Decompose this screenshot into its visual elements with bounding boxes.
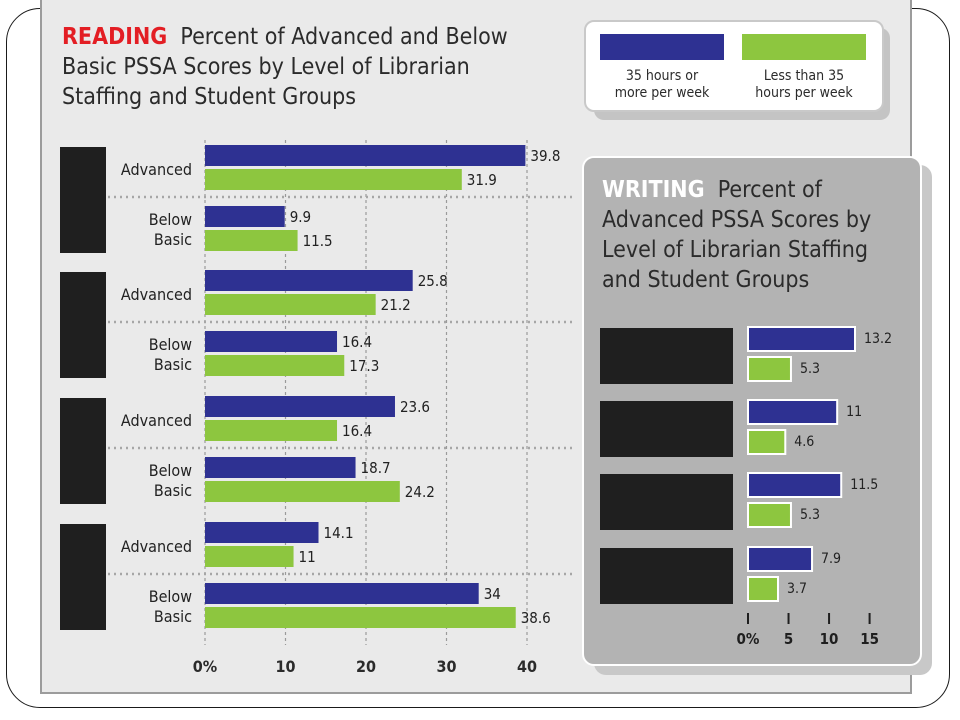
reading-category-label: Advanced	[121, 537, 192, 556]
reading-bar-iep-advanced-lt35	[205, 546, 294, 567]
writing-bar-value-label: 7.9	[821, 551, 841, 567]
reading-category-label: Basic	[154, 481, 192, 500]
reading-bar-value-label: 39.8	[530, 147, 560, 165]
reading-bar-black-advanced-lt35	[205, 420, 338, 441]
legend-swatch-35-plus	[600, 34, 724, 60]
reading-bar-all-advanced-35plus	[205, 145, 526, 166]
legend-label-35-plus: 35 hours or more per week	[614, 68, 710, 101]
reading-group-block-all	[60, 147, 106, 253]
writing-bar-poor-lt35	[747, 429, 787, 455]
reading-category-label: Advanced	[121, 411, 192, 430]
reading-bar-value-label: 34	[484, 585, 501, 603]
reading-category-label: Below	[149, 335, 193, 354]
reading-bar-all-advanced-lt35	[205, 169, 462, 190]
reading-bar-value-label: 9.9	[290, 208, 311, 226]
writing-bar-black-lt35	[747, 502, 792, 528]
reading-title-line-3: Staffing and Student Groups	[62, 84, 357, 110]
writing-bar-iep-35plus	[747, 546, 814, 572]
reading-bar-iep-advanced-35plus	[205, 522, 319, 543]
writing-group-block-poor	[600, 401, 733, 457]
reading-category-label: Below	[149, 461, 193, 480]
writing-group-block-all	[600, 328, 733, 384]
reading-x-tick-label: 30	[436, 657, 456, 676]
reading-bar-value-label: 16.4	[342, 333, 372, 351]
reading-bar-value-label: 17.3	[349, 357, 379, 375]
writing-chart-title: WRITING Percent of Advanced PSSA Scores …	[602, 175, 902, 295]
reading-bar-all-below-basic-lt35	[205, 230, 298, 251]
reading-x-tick-label: 10	[275, 657, 295, 676]
reading-bar-value-label: 31.9	[467, 171, 497, 189]
writing-bar-value-label: 11.5	[850, 477, 878, 493]
writing-bar-value-label: 13.2	[864, 331, 892, 347]
reading-bar-value-label: 25.8	[418, 272, 448, 290]
reading-bar-poor-below-basic-35plus	[205, 331, 338, 352]
reading-bar-value-label: 38.6	[521, 609, 551, 627]
writing-bar-iep-lt35	[747, 576, 779, 602]
reading-category-label: Below	[149, 210, 193, 229]
reading-chart-title: READING Percent of Advanced and Below Ba…	[62, 22, 572, 112]
reading-category-label: Below	[149, 587, 193, 606]
reading-group-block-iep	[60, 524, 106, 630]
reading-x-tick-label: 20	[356, 657, 376, 676]
reading-keyword: READING	[62, 24, 168, 50]
reading-category-label: Basic	[154, 355, 192, 374]
reading-title-line-1: Percent of Advanced and Below	[180, 24, 508, 50]
reading-title-line-2: Basic PSSA Scores by Level of Librarian	[62, 54, 470, 80]
reading-bar-value-label: 21.2	[381, 296, 411, 314]
writing-bar-value-label: 4.6	[794, 434, 814, 450]
legend-label-lt-35: Less than 35 hours per week	[755, 68, 853, 101]
reading-bar-black-below-basic-35plus	[205, 457, 356, 478]
writing-title-line-1: Percent of	[717, 177, 822, 203]
reading-bar-value-label: 11	[299, 548, 316, 566]
reading-bar-poor-advanced-35plus	[205, 270, 413, 291]
writing-bar-all-35plus	[747, 326, 856, 352]
writing-group-block-iep	[600, 548, 733, 604]
reading-bar-poor-advanced-lt35	[205, 294, 376, 315]
writing-bar-value-label: 11	[846, 404, 862, 420]
reading-category-label: Basic	[154, 230, 192, 249]
reading-group-block-black	[60, 398, 106, 504]
writing-bar-all-lt35	[747, 356, 792, 382]
writing-bar-black-35plus	[747, 472, 843, 498]
reading-bar-value-label: 11.5	[303, 232, 333, 250]
reading-bar-iep-below-basic-35plus	[205, 583, 479, 604]
reading-bar-all-below-basic-35plus	[205, 206, 285, 227]
reading-bar-value-label: 23.6	[400, 398, 430, 416]
writing-group-block-black	[600, 474, 733, 530]
writing-title-line-2: Advanced PSSA Scores by	[602, 207, 872, 233]
writing-x-tick-label: 10	[820, 630, 839, 648]
writing-title-line-3: Level of Librarian Staffing	[602, 237, 869, 263]
reading-bar-value-label: 16.4	[342, 422, 372, 440]
reading-x-tick-label: 0%	[193, 657, 217, 676]
writing-x-tick-label: 0%	[737, 630, 760, 648]
writing-x-tick-label: 5	[784, 630, 793, 648]
reading-bar-value-label: 18.7	[361, 459, 391, 477]
writing-keyword: WRITING	[602, 177, 705, 203]
reading-category-label: Advanced	[121, 160, 192, 179]
reading-bar-iep-below-basic-lt35	[205, 607, 516, 628]
reading-bar-value-label: 24.2	[405, 483, 435, 501]
legend-swatch-lt-35	[742, 34, 866, 60]
reading-bar-black-advanced-35plus	[205, 396, 395, 417]
writing-bar-value-label: 3.7	[787, 581, 807, 597]
legend: 35 hours or more per week Less than 35 h…	[584, 20, 884, 112]
writing-bar-value-label: 5.3	[800, 507, 820, 523]
reading-bar-value-label: 14.1	[324, 524, 354, 542]
reading-category-label: Advanced	[121, 285, 192, 304]
reading-bar-black-below-basic-lt35	[205, 481, 400, 502]
reading-category-label: Basic	[154, 607, 192, 626]
reading-group-block-poor	[60, 272, 106, 378]
writing-title-line-4: and Student Groups	[602, 267, 810, 293]
writing-bar-poor-35plus	[747, 399, 839, 425]
reading-x-tick-label: 40	[517, 657, 537, 676]
writing-x-tick-label: 15	[860, 630, 879, 648]
writing-bar-value-label: 5.3	[800, 361, 820, 377]
reading-bar-poor-below-basic-lt35	[205, 355, 345, 376]
